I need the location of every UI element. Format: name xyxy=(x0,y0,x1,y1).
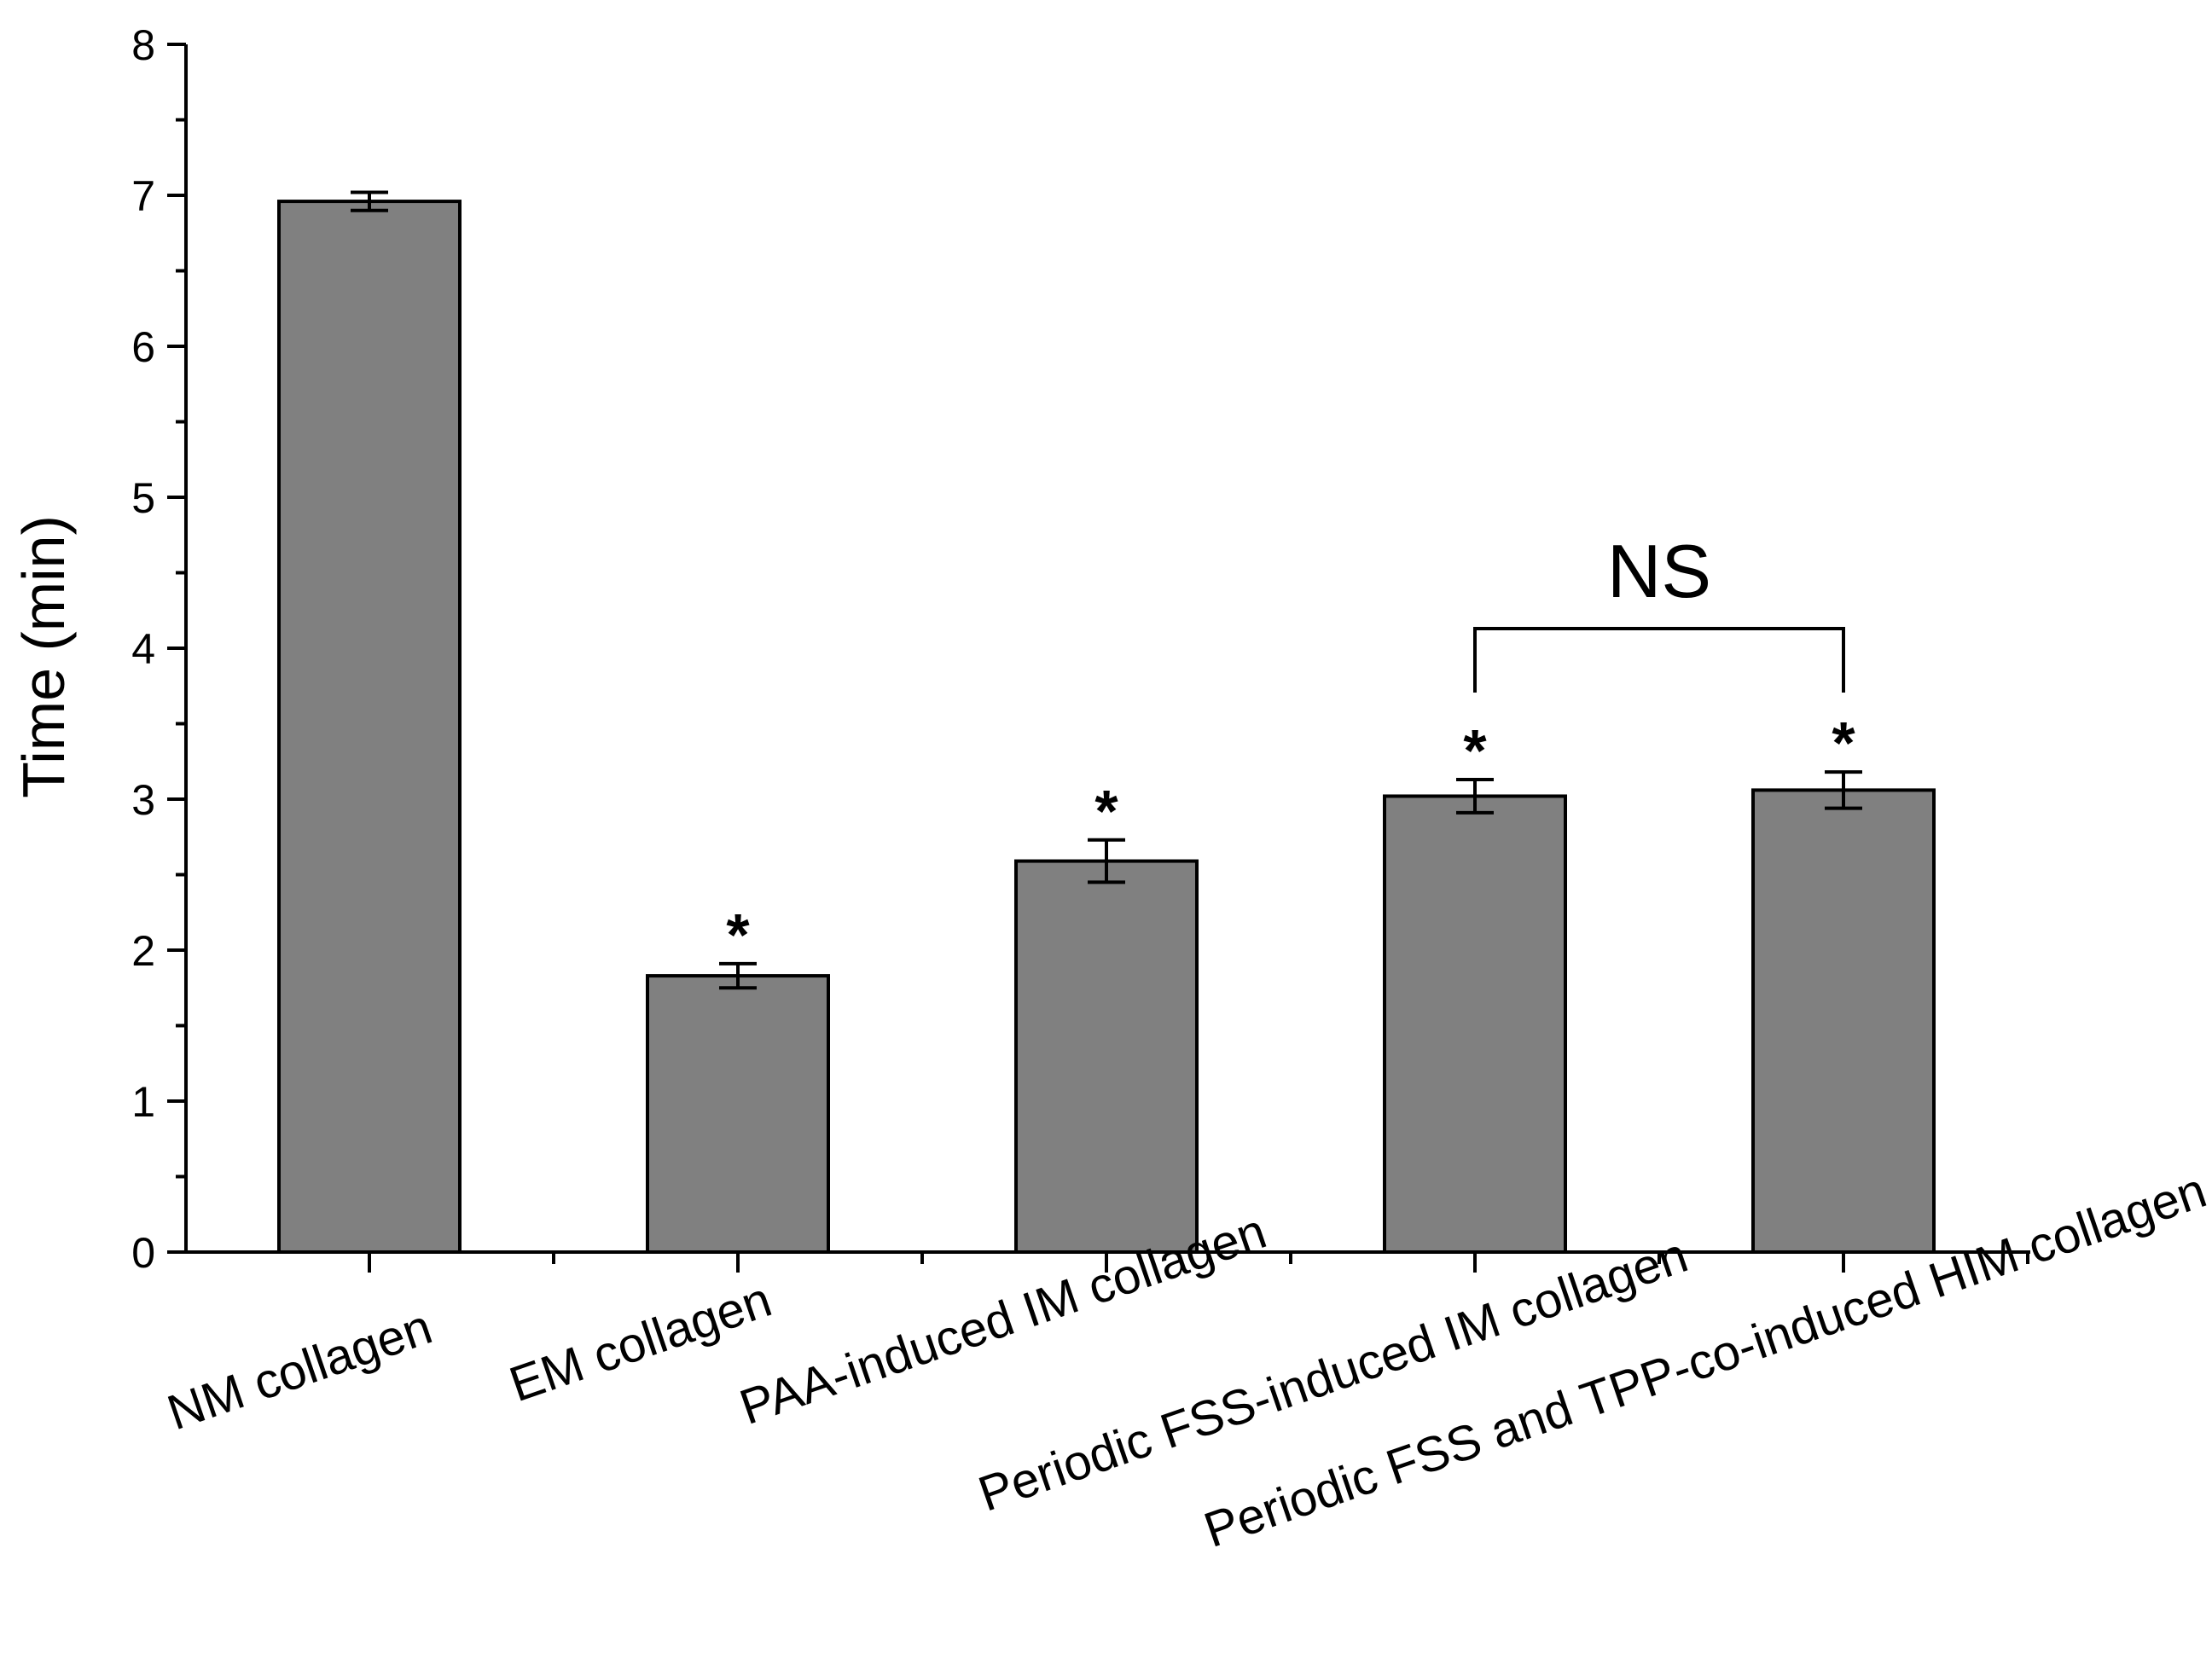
bracket-label: NS xyxy=(1607,529,1711,613)
bar xyxy=(1383,794,1567,1254)
bar xyxy=(1751,788,1936,1254)
y-tick-label: 3 xyxy=(131,776,155,824)
y-axis: 0 1 2 3 4 5 6 7 8 xyxy=(131,21,188,1277)
bar xyxy=(646,974,830,1254)
x-tick-label: NM collagen xyxy=(160,1299,438,1441)
y-tick-label: 6 xyxy=(131,323,155,371)
significance-marker: * xyxy=(1832,710,1855,776)
significance-marker: * xyxy=(726,902,750,968)
y-tick-label: 5 xyxy=(131,474,155,522)
bars-group xyxy=(277,190,1936,1255)
y-tick-label: 8 xyxy=(131,21,155,69)
y-tick-label: 7 xyxy=(131,172,155,220)
significance-bracket xyxy=(1473,627,1845,693)
bar xyxy=(277,200,462,1255)
bar xyxy=(1014,859,1199,1254)
y-tick-label: 0 xyxy=(131,1229,155,1277)
y-tick-label: 2 xyxy=(131,927,155,975)
annotations: * * * * NS xyxy=(726,529,1855,968)
y-tick-label: 4 xyxy=(131,625,155,673)
significance-marker: * xyxy=(1463,717,1487,784)
y-axis-title: Time (min) xyxy=(10,515,77,798)
significance-marker: * xyxy=(1094,778,1118,844)
y-tick-label: 1 xyxy=(131,1078,155,1126)
